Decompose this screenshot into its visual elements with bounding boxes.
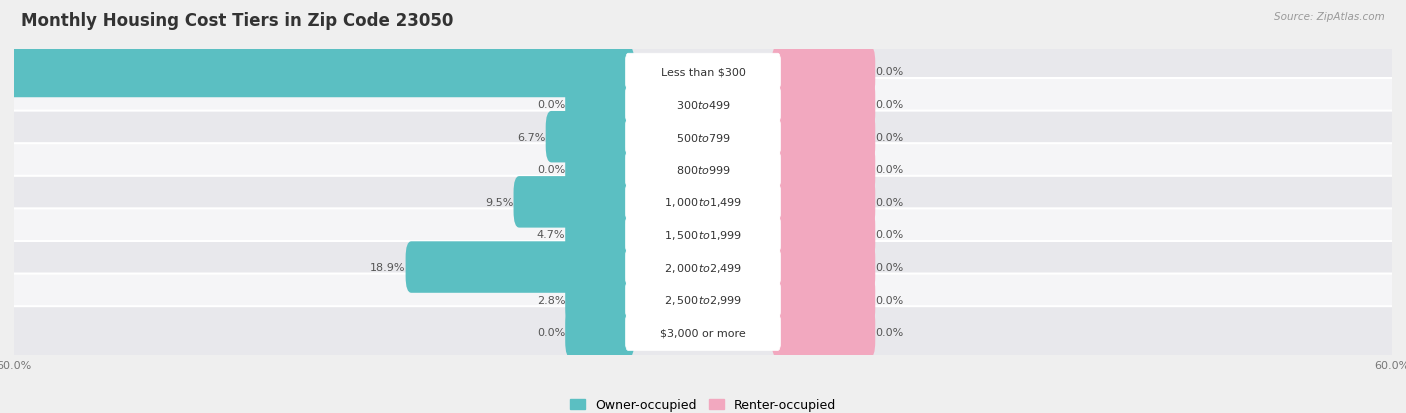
Text: $2,000 to $2,499: $2,000 to $2,499 [664,261,742,274]
Text: 0.0%: 0.0% [875,295,904,305]
FancyBboxPatch shape [513,177,634,228]
FancyBboxPatch shape [772,79,875,131]
FancyBboxPatch shape [626,249,780,286]
FancyBboxPatch shape [772,177,875,228]
FancyBboxPatch shape [11,46,1395,98]
FancyBboxPatch shape [546,112,634,163]
Text: 0.0%: 0.0% [875,100,904,110]
FancyBboxPatch shape [11,241,1395,293]
FancyBboxPatch shape [772,307,875,358]
FancyBboxPatch shape [565,79,634,131]
FancyBboxPatch shape [11,79,1395,131]
Text: 18.9%: 18.9% [370,262,405,273]
FancyBboxPatch shape [565,144,634,195]
FancyBboxPatch shape [626,54,780,90]
Text: 0.0%: 0.0% [875,67,904,77]
FancyBboxPatch shape [626,184,780,221]
Text: $500 to $799: $500 to $799 [675,131,731,143]
FancyBboxPatch shape [11,112,1395,164]
FancyBboxPatch shape [565,274,634,325]
Text: $300 to $499: $300 to $499 [675,99,731,111]
FancyBboxPatch shape [626,87,780,123]
FancyBboxPatch shape [11,209,1395,261]
Text: $800 to $999: $800 to $999 [675,164,731,176]
Text: $1,500 to $1,999: $1,500 to $1,999 [664,228,742,241]
FancyBboxPatch shape [772,274,875,325]
Legend: Owner-occupied, Renter-occupied: Owner-occupied, Renter-occupied [565,393,841,413]
Text: $2,500 to $2,999: $2,500 to $2,999 [664,293,742,306]
FancyBboxPatch shape [626,152,780,188]
FancyBboxPatch shape [565,209,634,261]
Text: 4.7%: 4.7% [537,230,565,240]
FancyBboxPatch shape [11,144,1395,196]
FancyBboxPatch shape [626,282,780,318]
Text: Less than $300: Less than $300 [661,67,745,77]
Text: Monthly Housing Cost Tiers in Zip Code 23050: Monthly Housing Cost Tiers in Zip Code 2… [21,12,454,30]
FancyBboxPatch shape [772,209,875,261]
Text: 0.0%: 0.0% [537,165,565,175]
FancyBboxPatch shape [11,176,1395,228]
FancyBboxPatch shape [772,112,875,163]
FancyBboxPatch shape [772,144,875,195]
Text: 2.8%: 2.8% [537,295,565,305]
FancyBboxPatch shape [772,242,875,293]
Text: $3,000 or more: $3,000 or more [661,328,745,337]
FancyBboxPatch shape [11,274,1395,326]
Text: 6.7%: 6.7% [517,132,546,142]
Text: 9.5%: 9.5% [485,197,513,207]
FancyBboxPatch shape [565,307,634,358]
Text: 0.0%: 0.0% [875,165,904,175]
Text: 0.0%: 0.0% [875,328,904,337]
FancyBboxPatch shape [405,242,634,293]
Text: 0.0%: 0.0% [875,230,904,240]
FancyBboxPatch shape [772,47,875,98]
Text: 0.0%: 0.0% [875,262,904,273]
FancyBboxPatch shape [626,314,780,351]
Text: 0.0%: 0.0% [875,197,904,207]
FancyBboxPatch shape [11,306,1395,358]
Text: $1,000 to $1,499: $1,000 to $1,499 [664,196,742,209]
FancyBboxPatch shape [626,119,780,156]
FancyBboxPatch shape [0,47,634,98]
Text: 0.0%: 0.0% [875,132,904,142]
Text: 0.0%: 0.0% [537,328,565,337]
Text: Source: ZipAtlas.com: Source: ZipAtlas.com [1274,12,1385,22]
FancyBboxPatch shape [626,217,780,253]
Text: 0.0%: 0.0% [537,100,565,110]
